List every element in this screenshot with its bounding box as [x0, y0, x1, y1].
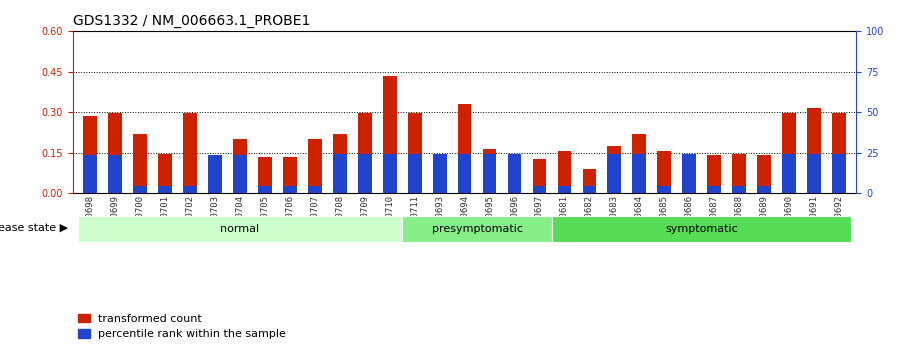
Bar [632, 134, 646, 193]
Bar [159, 186, 172, 193]
Bar [658, 186, 671, 193]
Bar [608, 146, 621, 193]
Bar [457, 104, 472, 193]
Legend: transformed count, percentile rank within the sample: transformed count, percentile rank withi… [78, 314, 286, 339]
Bar [582, 169, 596, 193]
Bar [358, 154, 372, 193]
Text: normal: normal [220, 224, 260, 234]
Text: symptomatic: symptomatic [665, 224, 738, 234]
Bar [732, 154, 746, 193]
Bar [233, 139, 247, 193]
Bar [483, 149, 496, 193]
Text: GDS1332 / NM_006663.1_PROBE1: GDS1332 / NM_006663.1_PROBE1 [73, 14, 311, 28]
Bar [707, 186, 721, 193]
Bar [457, 154, 472, 193]
Bar [533, 186, 547, 193]
Bar [533, 159, 547, 193]
Bar [552, 216, 852, 242]
Bar [507, 154, 521, 193]
Bar [807, 154, 821, 193]
Bar [133, 134, 147, 193]
Bar [133, 186, 147, 193]
Bar [183, 186, 197, 193]
Bar [358, 114, 372, 193]
Bar [558, 151, 571, 193]
Bar [258, 186, 271, 193]
Bar [108, 114, 122, 193]
Bar [632, 154, 646, 193]
Bar [408, 154, 422, 193]
Bar [333, 154, 347, 193]
Bar [807, 108, 821, 193]
Bar [84, 155, 97, 193]
Bar [707, 155, 721, 193]
Bar [183, 114, 197, 193]
Bar [108, 155, 122, 193]
Bar [507, 154, 521, 193]
Bar [433, 154, 446, 193]
Bar [658, 151, 671, 193]
Bar [159, 154, 172, 193]
Bar [832, 114, 845, 193]
Bar [84, 116, 97, 193]
Bar [283, 157, 297, 193]
Bar [483, 154, 496, 193]
Bar [783, 154, 796, 193]
Bar [233, 155, 247, 193]
Bar [308, 139, 322, 193]
Bar [403, 216, 552, 242]
Text: disease state ▶: disease state ▶ [0, 223, 68, 233]
Bar [283, 186, 297, 193]
Bar [608, 154, 621, 193]
Bar [333, 134, 347, 193]
Bar [732, 186, 746, 193]
Bar [682, 154, 696, 193]
Bar [558, 186, 571, 193]
Bar [383, 154, 396, 193]
Bar [77, 216, 403, 242]
Bar [757, 186, 771, 193]
Bar [383, 76, 396, 193]
Bar [308, 186, 322, 193]
Bar [682, 157, 696, 193]
Bar [408, 114, 422, 193]
Bar [582, 186, 596, 193]
Bar [783, 114, 796, 193]
Bar [433, 159, 446, 193]
Text: presymptomatic: presymptomatic [432, 224, 523, 234]
Bar [209, 155, 222, 193]
Bar [258, 157, 271, 193]
Bar [832, 154, 845, 193]
Bar [757, 155, 771, 193]
Bar [209, 161, 222, 193]
